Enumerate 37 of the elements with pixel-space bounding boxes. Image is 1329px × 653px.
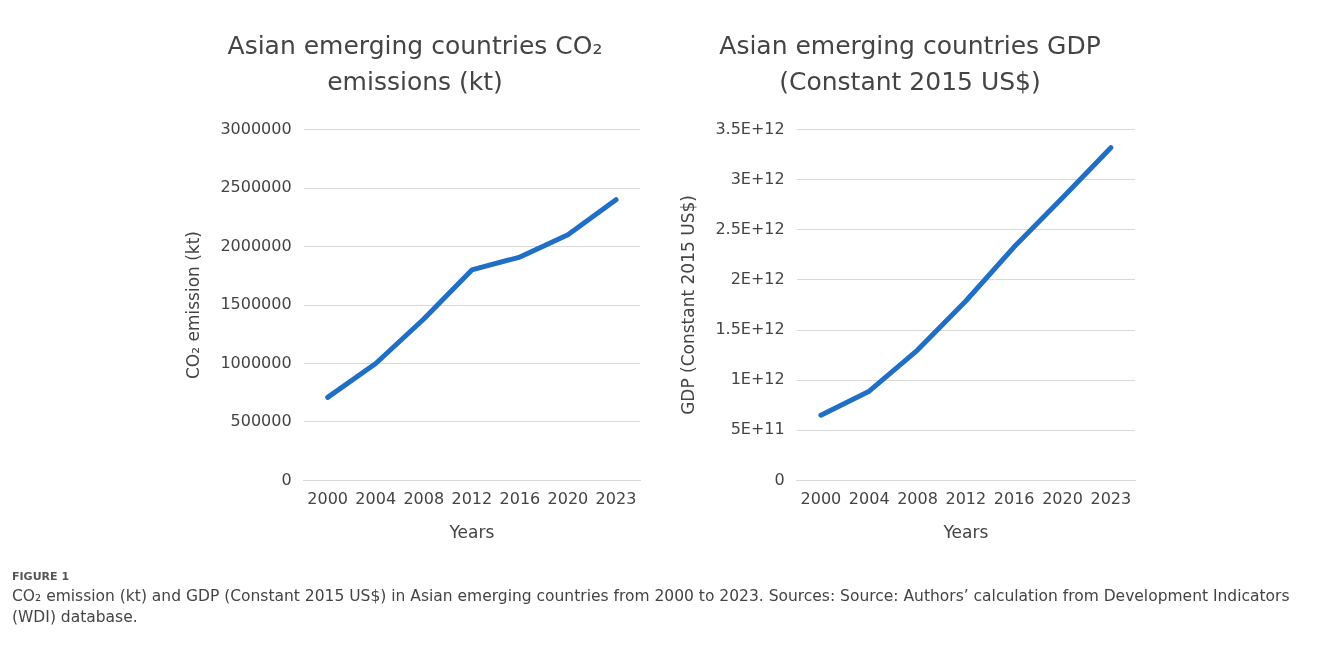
x-tick-label: 2016	[993, 489, 1035, 509]
y-tick-label: 2.5E+12	[715, 218, 785, 238]
y-tick-label: 5E+11	[730, 419, 785, 439]
x-tick-label: 2000	[800, 489, 842, 509]
y-tick-label: 1E+12	[730, 369, 785, 389]
caption: FIGURE 1	[12, 569, 71, 585]
x-tick-label: 2016	[499, 489, 541, 509]
chart-title: Asian emerging countries GDP (Constant 2015 US$)	[718, 30, 1102, 98]
y-tick-label: 500000	[230, 411, 292, 431]
y-tick-label: 2500000	[220, 177, 292, 197]
x-tick-label: 2004	[848, 489, 890, 509]
x-tick-label: 2012	[945, 489, 987, 509]
y-tick-label: 3E+12	[730, 168, 785, 188]
x-tick-label: 2004	[355, 489, 397, 509]
y-tick-label: 0	[281, 469, 292, 489]
y-tick-label: 3.5E+12	[715, 118, 785, 138]
x-axis-title: Years	[448, 522, 495, 543]
y-tick-label: 0	[774, 469, 785, 489]
x-tick-label: 2023	[1090, 489, 1132, 509]
y-tick-label: 1.5E+12	[715, 319, 785, 339]
x-tick-label: 2000	[307, 489, 349, 509]
x-tick-label: 2023	[595, 489, 637, 509]
x-tick-label: 2020	[1042, 489, 1083, 509]
y-tick-label: 3000000	[220, 118, 292, 138]
text: CO₂ emission (kt) and GDP (Constant 2015 US$) in Asian emerging countries from 2000 to 2023. Sources: Source: Authors’ calculation from Development Indicators (WDI) database.	[12, 586, 1291, 628]
x-axis-title: Years	[942, 522, 989, 543]
y-tick-label: 1000000	[220, 352, 292, 372]
x-tick-label: 2008	[403, 489, 445, 509]
y-tick-label: 1500000	[220, 294, 292, 314]
y-axis-title: GDP (Constant 2015 US$)	[677, 195, 698, 415]
x-tick-label: 2020	[547, 489, 589, 509]
y-tick-label: 2E+12	[730, 269, 785, 289]
x-tick-label: 2008	[897, 489, 938, 509]
y-axis-title: CO₂ emission (kt)	[182, 230, 203, 380]
x-tick-label: 2012	[451, 489, 493, 509]
chart-title: Asian emerging countries CO₂ emissions (kt)	[226, 30, 604, 98]
y-tick-label: 2000000	[220, 235, 292, 255]
